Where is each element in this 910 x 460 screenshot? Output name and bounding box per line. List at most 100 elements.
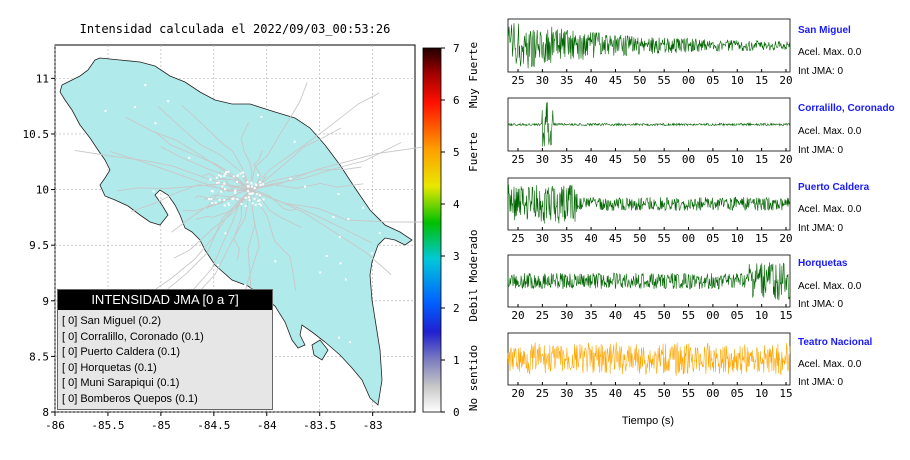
waveform-tick-label: 25: [511, 74, 524, 87]
town-marker: [134, 106, 137, 109]
town-marker: [253, 187, 256, 190]
town-marker: [225, 171, 228, 174]
intensity-legend: INTENSIDAD JMA [0 a 7] [ 0] San Miguel (…: [57, 289, 273, 410]
waveform-trace: [507, 184, 791, 224]
waveform-tick-label: 55: [682, 309, 695, 322]
town-marker: [358, 176, 361, 179]
map-ytick-label: 9: [42, 295, 49, 308]
waveform-tick-label: 20: [511, 387, 524, 400]
town-marker: [210, 198, 213, 201]
town-marker: [227, 170, 230, 173]
road: [218, 170, 251, 191]
town-marker: [152, 190, 155, 193]
colorbar-tick-label: 1: [453, 354, 460, 367]
waveform-tick-label: 05: [706, 232, 719, 245]
town-marker: [325, 254, 328, 257]
waveform-tick-label: 05: [706, 153, 719, 166]
town-marker: [274, 260, 277, 263]
station-jma-puerto-caldera: Int JMA: 0: [798, 223, 844, 234]
town-marker: [127, 210, 130, 213]
town-marker: [344, 278, 347, 281]
town-marker: [258, 199, 261, 202]
town-marker: [319, 271, 322, 274]
town-marker: [332, 216, 335, 219]
legend-row-horquetas: [ 0] Horquetas (0.1): [62, 361, 157, 374]
town-marker: [240, 202, 243, 205]
road: [130, 184, 251, 212]
waveform-tick-label: 30: [536, 74, 549, 87]
colorbar-tick-label: 5: [453, 146, 460, 159]
station-jma-corralillo: Int JMA: 0: [798, 145, 844, 156]
map-xtick-label: -84.5: [197, 419, 230, 432]
colorbar-label: No sentido: [467, 345, 480, 411]
waveform-tick-label: 10: [731, 153, 744, 166]
nicoya-gulf-islands: [311, 339, 329, 361]
town-marker: [253, 197, 256, 200]
waveform-tick-label: 00: [682, 74, 695, 87]
waveform-tick-label: 15: [755, 232, 768, 245]
map-ytick-label: 10: [36, 184, 49, 197]
town-marker: [223, 199, 226, 202]
waveform-panel-3: 20 25 30 35 40 45 50 55 00 05 10 15: [507, 254, 793, 322]
waveform-panels: 25 30 35 40 45 50 55 00 05 10 15 20 25 30 35 40 45 50 55 00…: [507, 18, 793, 400]
town-marker: [209, 178, 212, 181]
town-marker: [204, 260, 207, 263]
waveform-trace: [507, 102, 791, 147]
town-marker: [260, 204, 263, 207]
station-accel-horquetas: Acel. Max. 0.0: [798, 281, 862, 292]
town-marker: [224, 188, 227, 191]
station-jma-teatro-nacional: Int JMA: 0: [798, 377, 844, 388]
road: [181, 104, 251, 191]
town-marker: [231, 198, 234, 201]
town-marker: [251, 202, 254, 205]
town-marker: [371, 167, 374, 170]
legend-row-corralillo: [ 0] Corralillo, Coronado (0.1): [62, 330, 204, 343]
town-marker: [255, 184, 258, 187]
map-ytick-label: 8: [42, 406, 49, 419]
town-marker: [221, 185, 224, 188]
waveform-tick-label: 20: [779, 153, 792, 166]
town-marker: [260, 115, 263, 118]
waveform-tick-label: 30: [560, 309, 573, 322]
waveform-tick-label: 15: [779, 309, 792, 322]
town-marker: [370, 252, 373, 255]
town-marker: [347, 218, 350, 221]
road: [244, 175, 268, 192]
waveform-tick-label: 05: [731, 387, 744, 400]
waveform-trace: [507, 23, 791, 69]
town-marker: [256, 174, 259, 177]
legend-title: INTENSIDAD JMA [0 a 7]: [58, 290, 272, 310]
waveform-frame: [507, 254, 791, 308]
station-accel-san-miguel: Acel. Max. 0.0: [798, 47, 862, 58]
town-marker: [214, 201, 217, 204]
waveform-tick-label: 25: [511, 232, 524, 245]
waveform-tick-label: 40: [584, 74, 597, 87]
waveform-tick-label: 00: [706, 309, 719, 322]
waveform-tick-label: 45: [633, 387, 646, 400]
town-marker: [134, 263, 137, 266]
town-marker: [234, 189, 237, 192]
road: [240, 122, 253, 191]
station-name-teatro-nacional: Teatro Nacional: [798, 337, 873, 348]
waveform-tick-label: 50: [658, 309, 671, 322]
town-marker: [144, 83, 147, 86]
waveform-tick-label: 45: [609, 153, 622, 166]
waveform-tick-label: 45: [609, 74, 622, 87]
town-marker: [259, 181, 262, 184]
waveform-tick-label: 45: [609, 232, 622, 245]
waveform-tick-label: 35: [560, 153, 573, 166]
town-marker: [244, 284, 247, 287]
station-jma-horquetas: Int JMA: 0: [798, 299, 844, 310]
town-marker: [219, 175, 222, 178]
town-marker: [257, 200, 260, 203]
station-accel-puerto-caldera: Acel. Max. 0.0: [798, 204, 862, 215]
town-marker: [227, 202, 230, 205]
waveform-tick-label: 00: [682, 153, 695, 166]
waveform-tick-label: 25: [511, 153, 524, 166]
road: [173, 189, 251, 259]
map-xtick-label: -84: [257, 419, 277, 432]
town-marker: [218, 198, 221, 201]
road: [160, 146, 251, 191]
town-marker: [375, 97, 378, 100]
waveform-tick-label: 30: [560, 387, 573, 400]
